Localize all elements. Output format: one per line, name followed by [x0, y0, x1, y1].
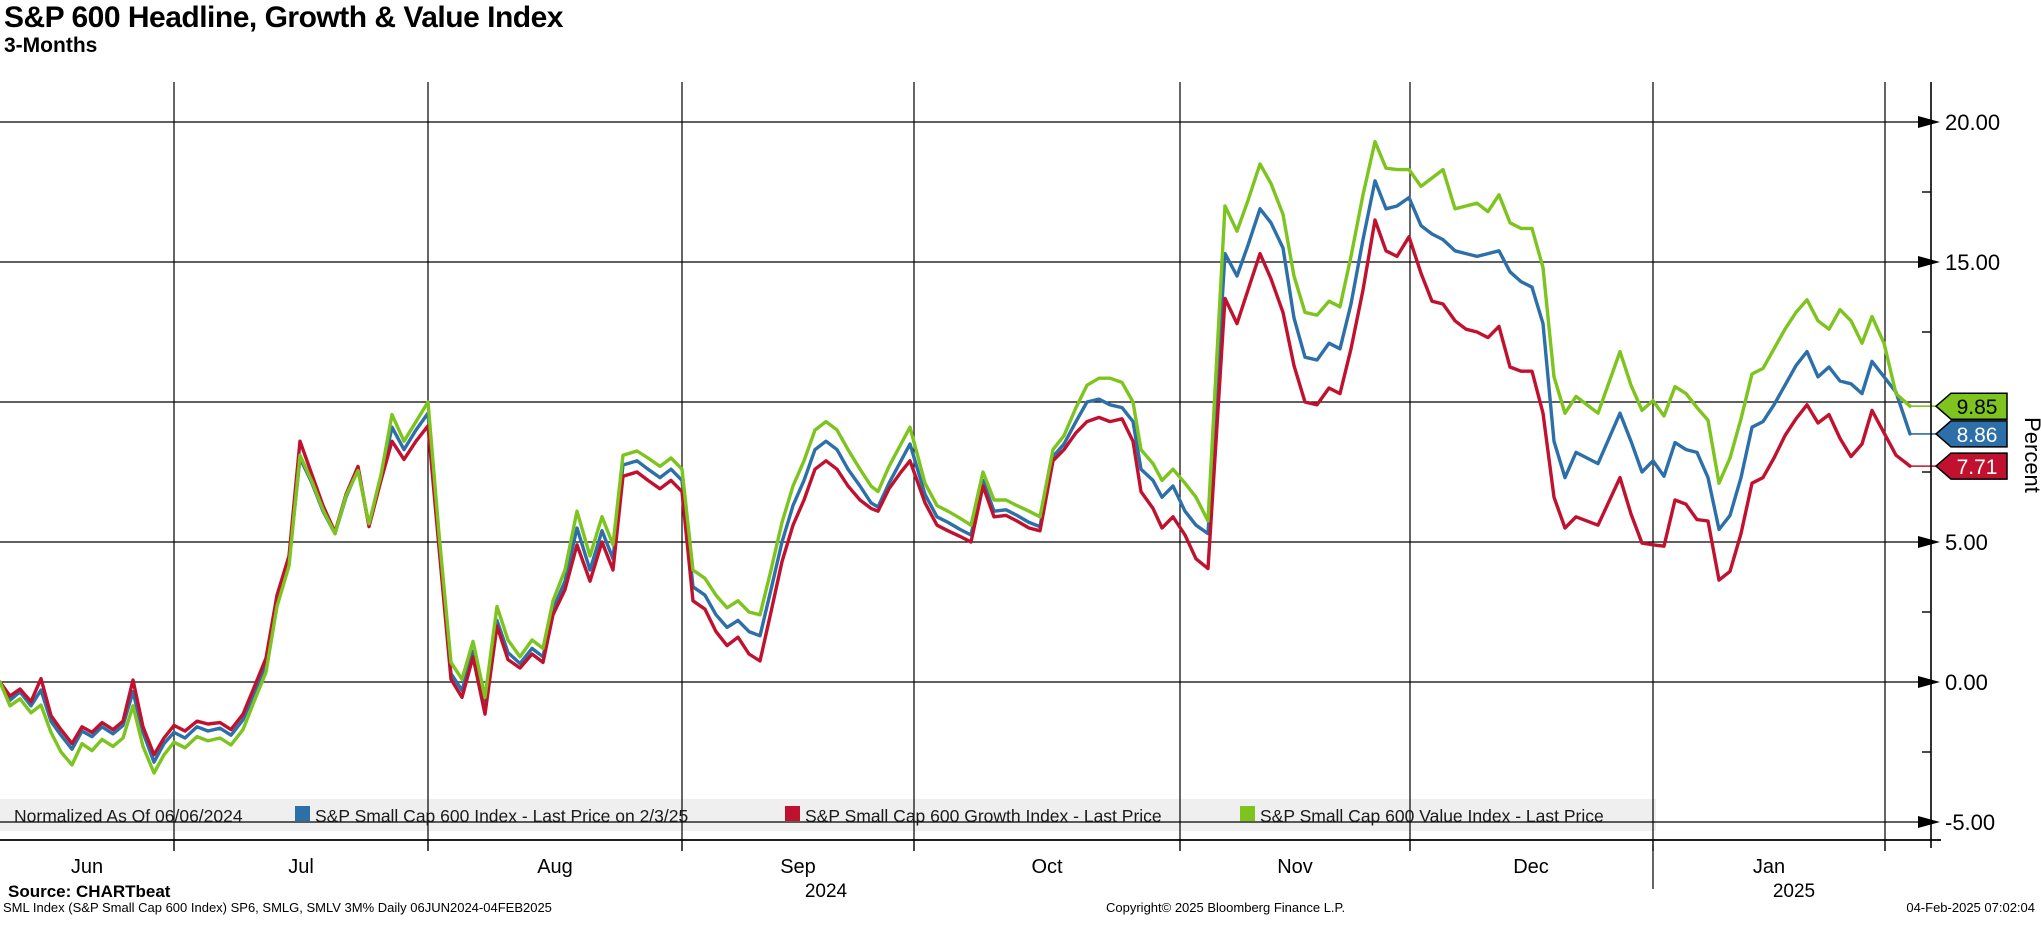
- footer-ticker-detail: SML Index (S&P Small Cap 600 Index) SP6,…: [3, 900, 552, 915]
- legend-swatch-1: [295, 806, 310, 821]
- y-tick-label: 0.00: [1945, 670, 1988, 695]
- y-tick-label: -5.00: [1945, 810, 1995, 835]
- y-tick-arrow: [1918, 676, 1940, 688]
- x-month-label: Jun: [71, 856, 103, 878]
- y-tick-arrow: [1918, 536, 1940, 548]
- legend-swatch-2: [785, 806, 800, 821]
- last-price-tag-value: 8.86: [1957, 424, 1998, 447]
- y-tick-arrow: [1918, 816, 1940, 828]
- last-price-tag-1[interactable]: [1934, 452, 2008, 480]
- y-tick-label: 5.00: [1945, 530, 1988, 555]
- series-line-1: [0, 218, 1912, 757]
- y-axis-title: Percent: [2020, 417, 2041, 493]
- page-title: S&P 600 Headline, Growth & Value Index: [4, 1, 563, 34]
- footer: SML Index (S&P Small Cap 600 Index) SP6,…: [0, 900, 2041, 920]
- x-year-label: 2025: [1773, 881, 1815, 902]
- x-year-label: 2024: [805, 881, 848, 902]
- last-price-tag-0[interactable]: [1934, 420, 2008, 448]
- last-price-tag-2[interactable]: [1934, 392, 2008, 420]
- series-line-2: [0, 139, 1912, 775]
- x-month-label: Jul: [288, 856, 314, 878]
- x-month-label: Oct: [1031, 856, 1063, 878]
- legend-item-1[interactable]: S&P Small Cap 600 Index - Last Price on …: [315, 806, 688, 826]
- x-month-label: Aug: [537, 856, 573, 878]
- y-tick-arrow: [1918, 256, 1940, 268]
- x-month-label: Dec: [1513, 856, 1549, 878]
- source-label: Source: CHARTbeat: [8, 882, 171, 901]
- last-price-tag-value: 7.71: [1957, 456, 1998, 479]
- x-month-label: Jan: [1753, 856, 1785, 878]
- y-tick-arrow: [1918, 116, 1940, 128]
- legend-swatch-3: [1240, 806, 1255, 821]
- y-tick-label: 15.00: [1945, 250, 2000, 275]
- legend-item-2[interactable]: S&P Small Cap 600 Growth Index - Last Pr…: [805, 806, 1162, 826]
- legend-item-3[interactable]: S&P Small Cap 600 Value Index - Last Pri…: [1260, 806, 1604, 826]
- legend-strip-background: [0, 799, 1656, 831]
- chart-subtitle: 3-Months: [4, 34, 98, 57]
- series-line-0: [0, 179, 1912, 764]
- x-month-label: Sep: [780, 856, 816, 878]
- legend-item-0[interactable]: Normalized As Of 06/06/2024: [14, 806, 243, 826]
- x-month-label: Nov: [1277, 856, 1313, 878]
- last-price-tag-value: 9.85: [1957, 396, 1998, 419]
- y-tick-label: 20.00: [1945, 110, 2000, 135]
- footer-copyright: Copyright© 2025 Bloomberg Finance L.P.: [1106, 900, 1346, 915]
- footer-timestamp: 04-Feb-2025 07:02:04: [1906, 900, 2035, 915]
